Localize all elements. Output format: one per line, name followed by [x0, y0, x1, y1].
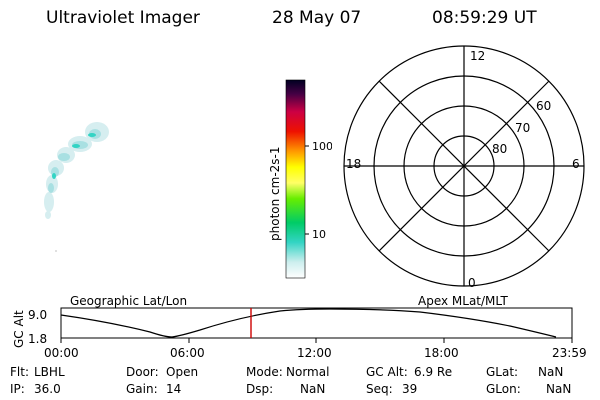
timeline-left-label: Geographic Lat/Lon [70, 294, 188, 308]
mlt-label-12: 12 [470, 49, 485, 63]
gain-label: Gain: [126, 382, 158, 396]
mode-value: Normal [286, 365, 330, 379]
glat-label: GLat: [486, 365, 519, 379]
glon-value: NaN [546, 382, 572, 396]
gain-value: 14 [166, 382, 182, 396]
auroral-image [44, 122, 109, 252]
door-value: Open [166, 365, 199, 379]
dsp-value: NaN [300, 382, 326, 396]
mlt-label-6: 6 [572, 157, 580, 171]
seq-label: Seq: [366, 382, 393, 396]
glat-value: NaN [538, 365, 564, 379]
ip-label: IP: [10, 382, 25, 396]
image-time: 08:59:29 UT [432, 8, 537, 28]
colorbar-tick-10: 10 [312, 228, 326, 241]
polar-grid: 12 18 6 0 60 70 80 [343, 45, 585, 290]
lat-label-70: 70 [515, 121, 530, 135]
instrument-title: Ultraviolet Imager [46, 8, 200, 28]
seq-value: 39 [402, 382, 418, 396]
timeline-xtick-0600: 06:00 [170, 346, 205, 360]
gc-alt-label: GC Alt: [366, 365, 408, 379]
timeline-xtick-1800: 18:00 [424, 346, 459, 360]
timeline-xtick-1200: 12:00 [297, 346, 332, 360]
lat-label-60: 60 [536, 99, 551, 113]
ip-value: 36.0 [34, 382, 61, 396]
door-label: Door: [126, 365, 159, 379]
colorbar: 100 10 photon cm-2s-1 [268, 79, 332, 279]
glon-label: GLon: [486, 382, 521, 396]
colorbar-tick-100: 100 [312, 140, 332, 153]
mlt-label-0: 0 [468, 276, 476, 290]
timeline-ylabel: GC Alt [12, 310, 26, 348]
dsp-label: Dsp: [246, 382, 274, 396]
image-date: 28 May 07 [272, 8, 362, 28]
filter-value: LBHL [34, 365, 65, 379]
mode-label: Mode: [246, 365, 283, 379]
timeline-xtick-2359: 23:59 [552, 346, 587, 360]
timeline-ytick-1-8: 1.8 [28, 332, 47, 346]
altitude-curve [60, 308, 557, 338]
altitude-timeline: GC Alt 9.0 1.8 [12, 307, 573, 348]
mlt-label-18: 18 [346, 157, 361, 171]
filter-label: Flt: [10, 365, 29, 379]
gc-alt-value: 6.9 Re [414, 365, 453, 379]
timeline-xtick-0000: 00:00 [44, 346, 79, 360]
colorbar-label: photon cm-2s-1 [268, 147, 282, 242]
lat-label-80: 80 [492, 142, 507, 156]
timeline-right-label: Apex MLat/MLT [418, 294, 508, 308]
timeline-ytick-9: 9.0 [28, 308, 47, 322]
